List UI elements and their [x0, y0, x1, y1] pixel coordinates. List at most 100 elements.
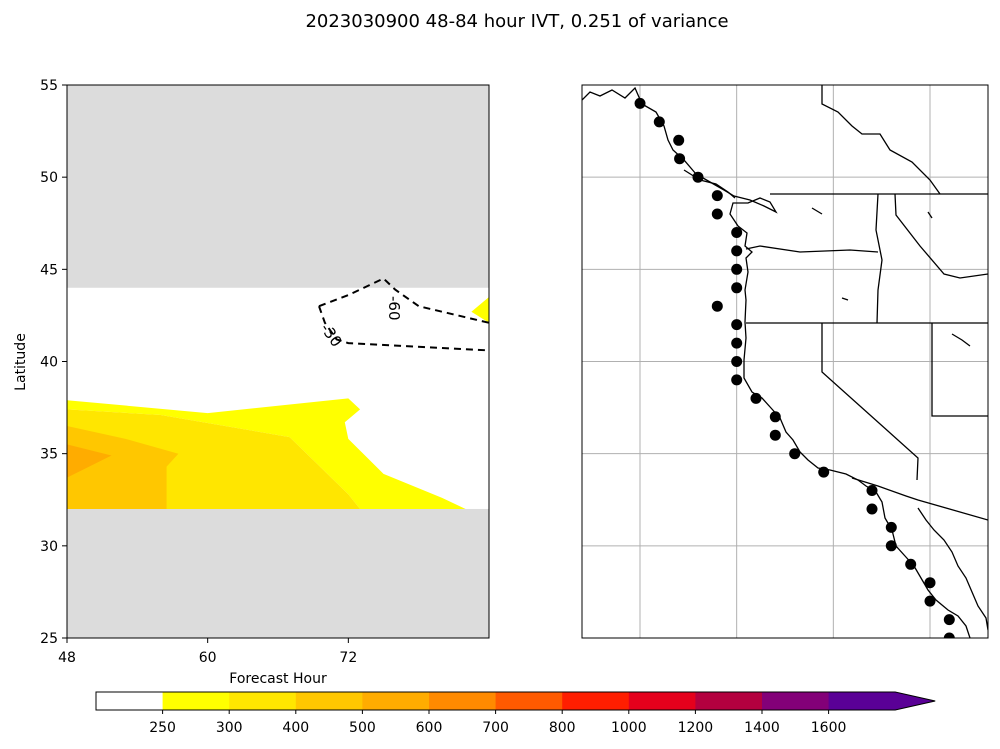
contour-lines: [318, 277, 489, 352]
x-axis: 48 60 72: [58, 638, 357, 666]
map-point: [885, 540, 897, 552]
map-point: [885, 521, 897, 533]
map-point: [731, 227, 743, 238]
map-point: [634, 97, 646, 109]
state-border: [745, 245, 879, 253]
filled-region: [67, 444, 112, 478]
colorbar-tick-label: 600: [416, 720, 443, 736]
lake: [927, 211, 933, 219]
state-border: [894, 193, 988, 279]
map-point: [731, 245, 743, 257]
map-point: [924, 595, 936, 607]
colorbar-tick-label: 400: [282, 720, 309, 736]
colorbar-cell: [96, 692, 164, 710]
map-point: [711, 300, 723, 312]
filled-region: [471, 297, 489, 323]
map-point: [731, 374, 743, 386]
map-point: [692, 171, 704, 183]
colorbar-cell: [762, 692, 830, 710]
y-tick-label: 50: [40, 170, 58, 186]
y-tick-label: 30: [40, 539, 58, 555]
colorbar-cell: [562, 692, 630, 710]
x-tick-label: 48: [58, 650, 76, 666]
x-tick-label: 60: [199, 650, 217, 666]
contour-line: [318, 277, 489, 324]
lake: [841, 297, 849, 301]
lake: [811, 207, 823, 215]
map-points: [634, 97, 955, 638]
us-mexico-border: [851, 477, 988, 521]
map-point: [943, 632, 955, 638]
map-point: [731, 356, 743, 367]
colorbar-cell: [495, 692, 563, 710]
map-gridlines: [582, 85, 988, 638]
masked-band: [67, 85, 489, 288]
map-point: [818, 466, 830, 478]
map-point: [711, 190, 723, 202]
colorbar-cell: [362, 692, 430, 710]
colorbar-tick-label: 1200: [678, 720, 714, 736]
map-point: [769, 411, 781, 423]
y-tick-label: 40: [40, 355, 58, 371]
map-point: [769, 429, 781, 441]
colorbar-extend: [828, 692, 936, 710]
figure-title: 2023030900 48-84 hour IVT, 0.251 of vari…: [305, 11, 728, 32]
map-point: [653, 116, 665, 128]
y-axis-label: Latitude: [13, 333, 29, 391]
filled-region: [67, 398, 466, 509]
y-tick-label: 55: [40, 78, 58, 94]
colorbar-tick-label: 1000: [611, 720, 647, 736]
map-point: [731, 263, 743, 275]
colorbar-cell: [695, 692, 763, 710]
canada-interior: [821, 85, 941, 195]
state-border: [931, 323, 988, 417]
colorbar-cell: [295, 692, 363, 710]
map-point: [905, 558, 917, 570]
map-point: [731, 282, 743, 294]
lake: [951, 333, 971, 347]
map-point: [866, 503, 878, 515]
right-map-panel: [581, 84, 989, 639]
y-axis: 25 30 35 40 45 50 55: [40, 78, 67, 647]
y-tick-label: 35: [40, 447, 58, 463]
colorbar-tick-label: 1600: [811, 720, 847, 736]
colorbar-tick-label: 1400: [744, 720, 780, 736]
state-border: [875, 193, 883, 324]
map-point: [711, 208, 723, 220]
filled-contours: [67, 297, 489, 509]
contour-line: [318, 305, 489, 352]
map-point: [866, 485, 878, 496]
contour-label: -60: [385, 296, 403, 321]
colorbar-tick-label: 800: [549, 720, 576, 736]
map-point: [674, 153, 686, 165]
colorbar-tick-label: 300: [216, 720, 243, 736]
map-point: [943, 614, 955, 626]
map-point: [731, 319, 743, 331]
colorbar-cells: [95, 691, 936, 711]
x-tick-label: 72: [339, 650, 357, 666]
colorbar-outline: [95, 691, 936, 711]
map-point: [924, 577, 936, 589]
colorbar-tick-label: 250: [149, 720, 176, 736]
filled-region: [67, 426, 179, 509]
masked-regions: [67, 85, 489, 638]
x-axis-label: Forecast Hour: [229, 671, 327, 687]
y-tick-label: 25: [40, 631, 58, 647]
map-point: [731, 337, 743, 349]
y-tick-label: 45: [40, 262, 58, 278]
colorbar-tick-label: 500: [349, 720, 376, 736]
map-point: [750, 392, 762, 404]
colorbar-ticks: 250 300 400 500 600 700 800 1000 1200 1400 1600: [149, 710, 846, 736]
colorbar-cell: [628, 692, 696, 710]
state-border: [821, 323, 919, 481]
colorbar-cell: [229, 692, 297, 710]
colorbar: 250 300 400 500 600 700 800 1000 1200 1400 1600: [95, 691, 936, 736]
colorbar-cell: [429, 692, 497, 710]
map-point: [789, 448, 801, 460]
map-frame: [581, 84, 989, 639]
colorbar-tick-label: 700: [482, 720, 509, 736]
masked-band: [67, 508, 489, 638]
baja-peninsula: [917, 507, 988, 631]
